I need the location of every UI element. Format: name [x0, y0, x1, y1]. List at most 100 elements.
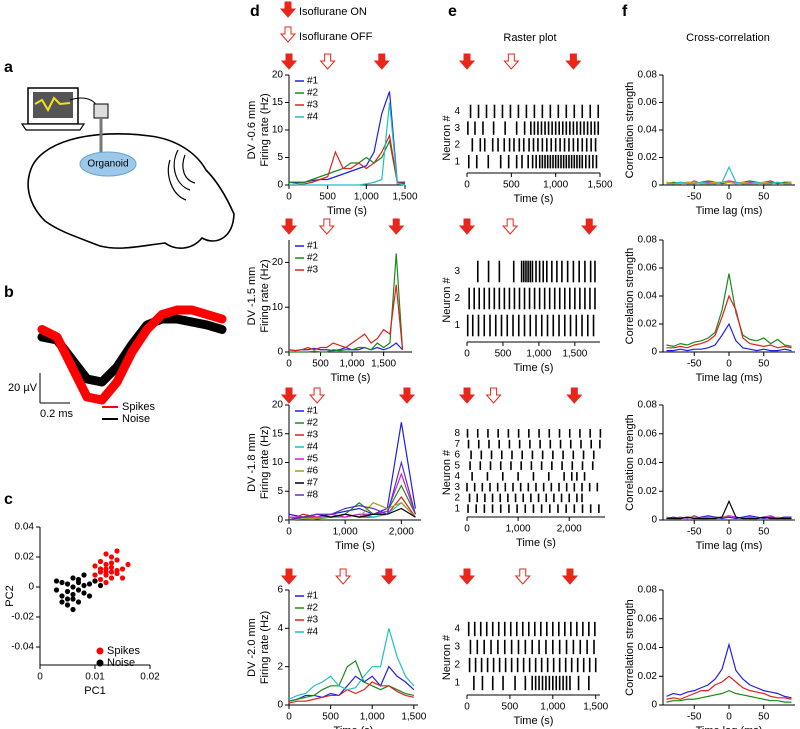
legend-label: #3 [307, 615, 319, 626]
x-tick-label: -50 [687, 527, 702, 538]
chart-title: DV -0.6 mm [246, 101, 258, 160]
legend-off: Isoflurane OFF [299, 31, 373, 43]
y-axis-label: Correlation strength [624, 248, 636, 345]
y-tick-label: 10 [272, 457, 284, 468]
point [86, 581, 93, 587]
panel-label: e [448, 3, 457, 20]
series-line [666, 273, 792, 348]
x-tick-label: 500 [322, 712, 339, 723]
y-axis-label: Firing rate (Hz) [259, 426, 271, 499]
point [125, 561, 131, 568]
legend-on: Isoflurane ON [299, 6, 367, 18]
x-tick-label: 1,500 [392, 192, 417, 203]
y-tick-label: 20 [272, 70, 284, 81]
arrow-off [318, 218, 335, 235]
series-line [666, 165, 792, 185]
point [108, 575, 115, 581]
x-tick-label: 50 [758, 192, 770, 203]
arrow-on [565, 53, 582, 70]
arrow-on [398, 387, 416, 404]
x-tick-label: 0 [726, 192, 732, 203]
series-line [288, 659, 414, 702]
y-tick-label: 0.06 [638, 97, 658, 108]
y-tick-label: 2 [277, 661, 283, 672]
point [108, 564, 115, 571]
panel-label: b [4, 284, 14, 301]
brain-folds [167, 149, 196, 201]
legend-label: #5 [307, 454, 319, 465]
legend-label: #2 [307, 253, 319, 264]
point [53, 587, 60, 593]
point [103, 572, 109, 578]
y-tick-label: -0.04 [11, 642, 34, 653]
x-axis-label: Time lag (ms) [696, 725, 763, 729]
x-tick-label: 500 [503, 180, 520, 191]
x-tick-label: 0 [286, 359, 292, 370]
legend-marker [96, 659, 104, 667]
legend-arrow-off [279, 26, 297, 43]
x-axis-label: Time (s) [331, 372, 371, 384]
x-tick-label: 0 [726, 527, 732, 538]
point [92, 578, 98, 584]
y-axis-label: Correlation strength [624, 414, 636, 511]
y-tick-label: 0.08 [638, 400, 658, 411]
y-tick-label: 0.04 [15, 522, 35, 533]
point [70, 591, 76, 598]
arrow-on [280, 53, 298, 70]
x-axis-label: Time (s) [516, 537, 556, 549]
y-tick-label: 0.08 [638, 585, 658, 596]
legend-label: #7 [307, 478, 319, 489]
y-tick-label: 0 [277, 347, 283, 358]
x-axis-label: Time lag (ms) [696, 205, 763, 217]
y-axis-label: Correlation strength [624, 599, 636, 696]
legend-label: #3 [307, 100, 319, 111]
y-tick-label: 0.08 [638, 235, 658, 246]
y-tick-label: 0.02 [638, 152, 658, 163]
point [97, 558, 104, 565]
y-tick-label: 0 [28, 582, 34, 593]
y-tick-label: 0.04 [638, 457, 658, 468]
row-label: 4 [454, 106, 460, 117]
legend-label: #8 [307, 490, 319, 501]
y-tick-label: 0.04 [638, 125, 658, 136]
point [81, 590, 87, 596]
chart-title: DV -1.8 mm [246, 433, 258, 492]
series-line [666, 499, 792, 520]
y-tick-label: 15 [272, 97, 284, 108]
brain-outline [27, 133, 235, 249]
point [114, 567, 120, 574]
x-tick-label: 50 [758, 527, 770, 538]
point [97, 569, 104, 575]
y-axis-label: Neuron # [441, 449, 453, 495]
row-label: 2 [454, 660, 460, 671]
screen-trace [34, 96, 71, 113]
legend-label: #6 [307, 466, 319, 477]
y-tick-label: 5 [277, 152, 283, 163]
point [70, 584, 76, 590]
organoid [79, 151, 137, 177]
point [75, 579, 82, 586]
arrow-on [458, 387, 476, 404]
arrow-off [502, 218, 519, 235]
legend-label: #2 [307, 418, 319, 429]
chart-title: DV -2.0 mm [246, 618, 258, 677]
point [97, 582, 104, 589]
x-tick-label: 1,000 [526, 349, 551, 360]
y-tick-label: 0 [651, 515, 657, 526]
legend-label: Spikes [122, 401, 156, 413]
x-tick-label: 0 [464, 702, 470, 713]
y-tick-label: 0.06 [638, 263, 658, 274]
y-tick-label: 0.02 [638, 671, 658, 682]
row-label: 5 [454, 460, 460, 471]
y-tick-label: 0 [651, 347, 657, 358]
legend-arrow-on [279, 1, 297, 18]
arrow-on [458, 53, 476, 70]
y-axis-label: Neuron # [441, 634, 453, 680]
series-line [288, 284, 404, 352]
y-tick-label: 0 [651, 180, 657, 191]
row-label: 3 [454, 266, 460, 277]
x-tick-label: 1,000 [540, 702, 565, 713]
x-tick-label: 1,000 [333, 527, 358, 538]
legend-label: #4 [307, 442, 319, 453]
